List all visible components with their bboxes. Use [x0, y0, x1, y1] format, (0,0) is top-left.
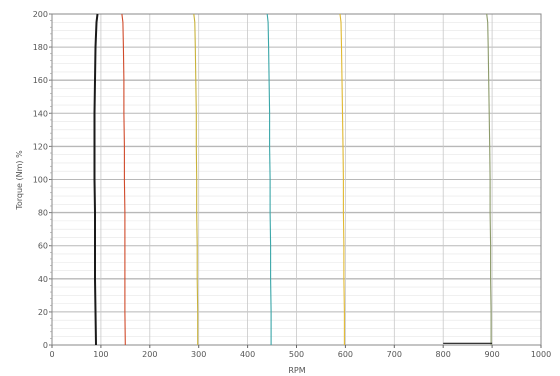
x-tick-label: 500: [289, 350, 304, 359]
x-tick-label: 300: [191, 350, 206, 359]
x-tick-label: 200: [142, 350, 157, 359]
x-tick-label: 900: [484, 350, 499, 359]
x-axis-title: RPM: [288, 366, 305, 375]
y-tick-label: 160: [33, 76, 48, 85]
y-tick-label: 80: [38, 209, 48, 218]
x-tick-label: 0: [49, 350, 54, 359]
x-tick-label: 400: [240, 350, 255, 359]
y-tick-label: 200: [33, 10, 48, 19]
y-tick-label: 180: [33, 43, 48, 52]
x-tick-label: 100: [93, 350, 108, 359]
x-tick-label: 600: [338, 350, 353, 359]
y-axis-title: Torque (Nm) %: [15, 150, 24, 211]
y-tick-label: 20: [38, 308, 48, 317]
y-tick-label: 0: [43, 341, 48, 350]
y-tick-label: 60: [38, 242, 48, 251]
x-tick-label: 800: [436, 350, 451, 359]
x-tick-label: 700: [387, 350, 402, 359]
y-tick-label: 140: [33, 109, 48, 118]
x-tick-label: 1000: [531, 350, 551, 359]
y-tick-label: 120: [33, 142, 48, 151]
y-tick-label: 40: [38, 275, 48, 284]
y-tick-label: 100: [33, 176, 48, 185]
